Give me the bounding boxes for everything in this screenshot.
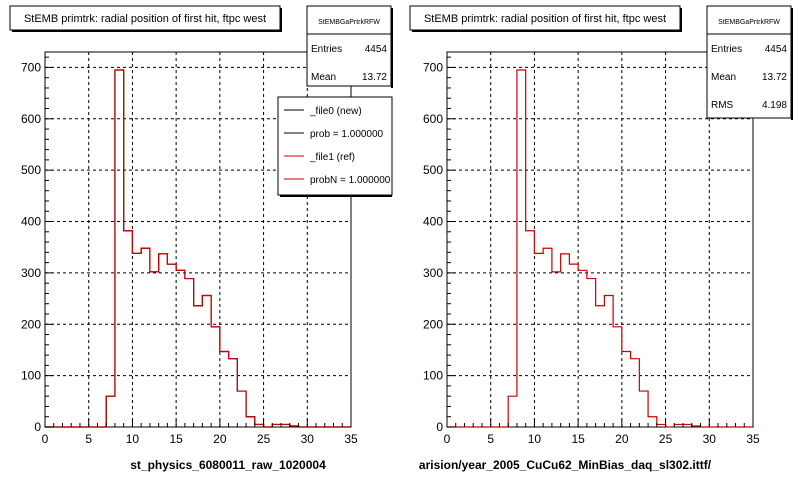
right-plot-frame xyxy=(446,51,754,428)
right-stats-rms-label: RMS xyxy=(711,100,734,111)
right-y-tick-label: 400 xyxy=(423,215,443,229)
right-x-tick-label: 15 xyxy=(571,432,585,446)
right-x-title: arision/year_2005_CuCu62_MinBias_daq_sl3… xyxy=(419,458,712,472)
left-y-tick-label: 200 xyxy=(21,317,41,331)
right-x-tick-label: 10 xyxy=(528,432,542,446)
right-y-tick-label: 100 xyxy=(423,369,443,383)
left-pad: 0 5 10 15 20 25 30 35 0 100 200 300 400 500 600 700 St… xyxy=(9,5,393,472)
right-stats-rms: 4.198 xyxy=(762,100,787,111)
left-y-tick-label: 500 xyxy=(21,163,41,177)
right-x-tick-label: 35 xyxy=(746,432,760,446)
left-y-axis: 0 100 200 300 400 500 600 700 xyxy=(21,56,53,434)
legend-label-prob: prob = 1.000000 xyxy=(310,129,384,140)
left-x-axis: 0 5 10 15 20 25 30 35 xyxy=(42,419,358,446)
legend-label-file0: _file0 (new) xyxy=(309,106,362,117)
right-y-tick-label: 200 xyxy=(423,317,443,331)
right-x-tick-label: 5 xyxy=(487,432,494,446)
right-x-tick-label: 30 xyxy=(703,432,717,446)
right-y-axis: 0 100 200 300 400 500 600 700 xyxy=(423,56,455,434)
right-series-0 xyxy=(447,69,753,428)
right-pad: 0 5 10 15 20 25 30 35 0 100 200 300 400 500 600 700 St… xyxy=(409,5,793,472)
right-stats-box xyxy=(706,5,792,119)
left-grid xyxy=(45,52,351,427)
left-y-tick-label: 0 xyxy=(34,420,41,434)
left-x-tick-label: 5 xyxy=(85,432,92,446)
right-histogram xyxy=(447,69,753,428)
right-x-tick-label: 25 xyxy=(659,432,673,446)
left-stats-entries-label: Entries xyxy=(311,44,342,55)
left-x-tick-label: 15 xyxy=(169,432,183,446)
right-y-tick-label: 0 xyxy=(436,420,443,434)
left-stats-entries: 4454 xyxy=(365,44,388,55)
left-x-tick-label: 10 xyxy=(126,432,140,446)
left-x-title: st_physics_6080011_raw_1020004 xyxy=(130,458,326,472)
left-stats-name: StEMBGaPrtrkRFW xyxy=(318,19,380,26)
left-chart-title: StEMB primtrk: radial position of first … xyxy=(24,13,266,25)
left-x-tick-label: 25 xyxy=(257,432,271,446)
right-chart-title: StEMB primtrk: radial position of first … xyxy=(424,13,666,25)
left-y-tick-label: 400 xyxy=(21,215,41,229)
left-stats-mean-label: Mean xyxy=(311,72,336,83)
left-y-tick-label: 600 xyxy=(21,112,41,126)
left-x-tick-label: 0 xyxy=(42,432,49,446)
right-stats-entries-label: Entries xyxy=(711,44,742,55)
left-stats-box xyxy=(306,5,392,87)
right-x-axis: 0 5 10 15 20 25 30 35 xyxy=(444,419,760,446)
right-stats-name: StEMBGaPrtrkRFW xyxy=(718,19,780,26)
right-y-tick-label: 600 xyxy=(423,112,443,126)
legend: _file0 (new) prob = 1.000000 _file1 (ref… xyxy=(277,96,393,197)
left-x-tick-label: 20 xyxy=(213,432,227,446)
left-x-tick-label: 30 xyxy=(301,432,315,446)
legend-label-probn: probN = 1.000000 xyxy=(310,175,391,186)
left-y-tick-label: 100 xyxy=(21,369,41,383)
left-y-tick-label: 300 xyxy=(21,266,41,280)
left-series-1 xyxy=(45,69,351,428)
left-stats-mean: 13.72 xyxy=(362,72,387,83)
left-x-tick-label: 35 xyxy=(344,432,358,446)
right-stats-entries: 4454 xyxy=(765,44,788,55)
right-y-tick-label: 300 xyxy=(423,266,443,280)
right-stats-mean-label: Mean xyxy=(711,72,736,83)
left-histogram xyxy=(45,69,351,428)
right-x-tick-label: 20 xyxy=(615,432,629,446)
right-y-tick-label: 700 xyxy=(423,60,443,74)
legend-label-file1: _file1 (ref) xyxy=(309,152,355,163)
right-y-tick-label: 500 xyxy=(423,163,443,177)
left-y-tick-label: 700 xyxy=(21,60,41,74)
right-stats-mean: 13.72 xyxy=(762,72,787,83)
right-x-tick-label: 0 xyxy=(444,432,451,446)
